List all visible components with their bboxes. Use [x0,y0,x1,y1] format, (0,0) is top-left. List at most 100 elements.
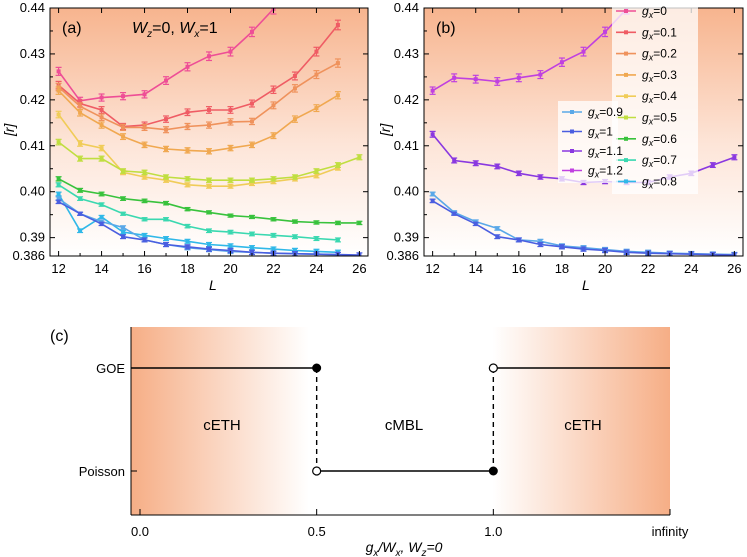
data-point [99,115,104,120]
panel-c-background [131,327,670,515]
legend-marker [570,110,574,114]
data-point [249,119,254,124]
data-point [271,103,276,108]
data-point [271,247,276,252]
x-tick-label: 12 [51,261,65,276]
legend-label: gx=1 [588,125,613,141]
data-point [121,211,126,216]
legend-marker [570,129,574,134]
data-point [164,178,169,183]
series-line [57,193,338,254]
data-point [271,87,276,92]
data-point [357,220,362,225]
legend-label: gx=0.2 [642,47,677,63]
data-point [56,182,61,187]
series-gx-1-2 [429,8,630,95]
legend-marker [624,51,628,56]
legend-entry: gx=0.2 [616,47,677,63]
data-point [430,192,435,196]
data-point [271,176,276,181]
data-point [430,132,435,137]
data-point [581,247,586,252]
legend-marker [624,115,628,120]
data-point [207,228,211,233]
legend-entry: gx=0.6 [616,132,677,148]
x-tick-label: 22 [641,261,655,276]
y-tick-label: 0.40 [20,184,45,199]
x-tick-label: 24 [684,261,698,276]
legend-marker [624,179,628,184]
y-tick-label: 0.42 [394,92,419,107]
data-point [164,201,169,206]
series-line [57,114,339,187]
data-point [335,22,340,27]
data-point [314,72,319,77]
panel-a-ticks: 12 14 16 18 20 22 24 26 0.386 0.39 0.40 0.41 0.42 0.4… [12,0,368,276]
data-point [624,250,629,255]
x-tick-label: 0.0 [131,524,149,539]
x-tick-label: 14 [94,261,108,276]
data-point [207,178,211,183]
y-tick-label: 0.43 [394,46,419,61]
legend-marker [624,30,628,35]
legend-label: gx=0 [642,4,667,20]
data-point [78,110,83,115]
data-point [603,248,608,253]
y-tick-label: 0.386 [12,248,45,263]
region-label-ceth-left: cETH [203,417,241,434]
data-point [164,242,169,247]
y-tick-label: GOE [96,361,125,376]
closed-endpoint [488,466,498,476]
x-tick-label: 14 [468,261,482,276]
data-point [271,133,276,138]
data-point [495,79,500,84]
panel-c: 0.0 0.5 1.0 infinity GOE Poisson (c) cETH cMB… [50,327,689,557]
legend-label: gx=1.2 [588,164,623,180]
x-tick-label: 24 [309,261,323,276]
closed-endpoint [312,363,322,373]
legend-background [558,101,618,183]
data-point [538,175,543,180]
panel-b-ylabel: [r] [377,122,393,137]
data-point [121,94,126,99]
series-line [58,24,339,128]
y-tick-label: 0.44 [20,0,45,15]
data-point [207,123,211,128]
data-point [249,142,254,147]
data-point [335,220,340,225]
data-point [452,211,457,216]
data-point [473,77,478,82]
data-point [516,75,521,80]
series-line [58,90,339,153]
legend-label: gx=0.9 [588,105,623,121]
data-point [335,93,340,98]
data-point [538,72,543,77]
data-point [185,148,190,153]
data-point [249,231,254,236]
y-tick-label: 0.42 [20,92,45,107]
legend-label: gx=0.7 [642,153,677,169]
data-point [78,104,83,109]
panel-a-series-layer [55,8,363,256]
data-point [164,146,169,151]
data-point [164,175,169,180]
data-point [314,106,319,111]
data-point [516,237,521,242]
data-point [732,155,737,160]
data-point [452,158,457,163]
data-point [292,73,297,78]
legend-gx-low: gx=0 gx=0.1 gx=0.2 gx=0.3 gx=0.4 gx=0.5 gx=0.6… [612,0,698,194]
data-point [228,146,233,151]
data-point [56,196,61,201]
y-tick-label: 0.39 [394,230,419,245]
data-point [207,149,211,154]
data-point [78,156,83,161]
data-point [99,123,104,128]
legend-entry: gx=1 [562,125,613,141]
data-point [121,169,126,174]
data-point [292,248,297,253]
data-point [185,176,190,181]
panel-b-label: (b) [436,20,456,37]
y-tick-label: 0.44 [394,0,419,15]
data-point [121,125,126,130]
